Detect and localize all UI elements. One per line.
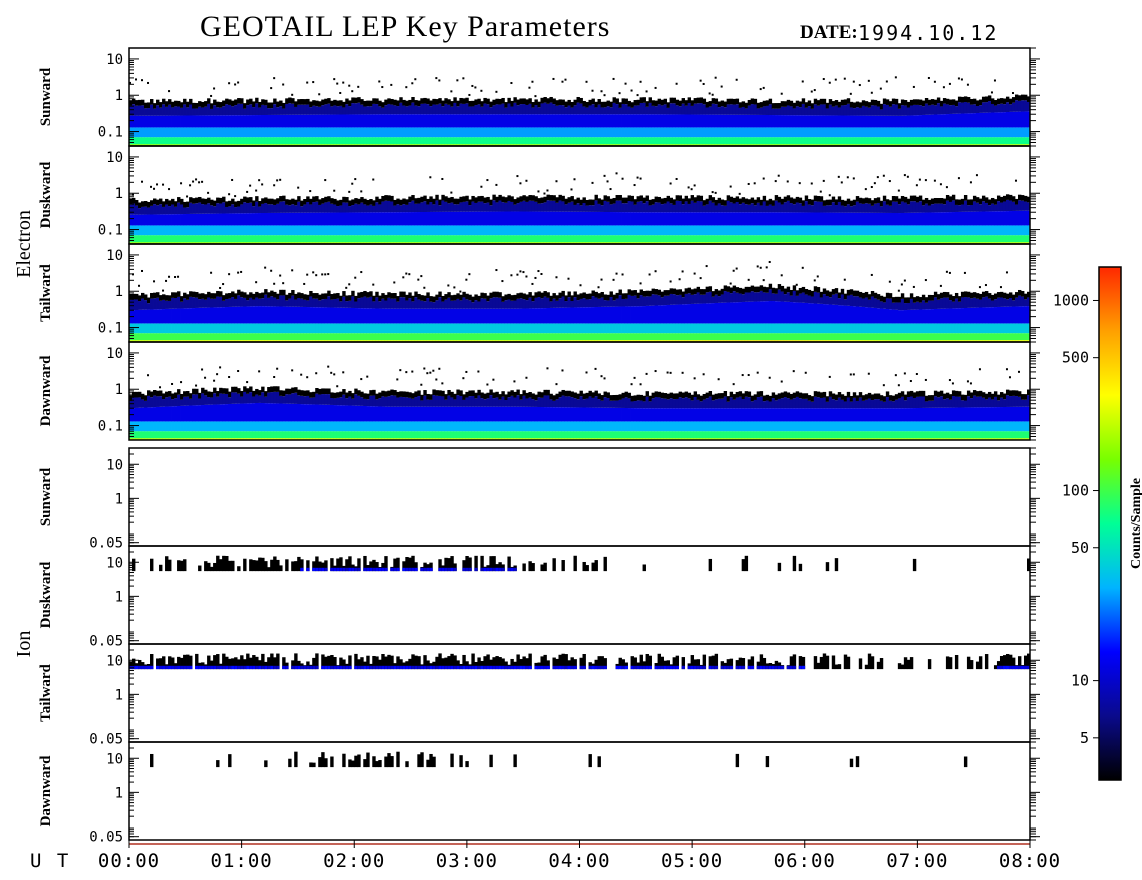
y-tick-label: 0.05 bbox=[89, 634, 123, 650]
heatmap-panel-electron-tailward bbox=[129, 260, 1031, 342]
x-tick-label: 02:00 bbox=[323, 850, 385, 872]
page-title: GEOTAIL LEP Key Parameters bbox=[200, 10, 611, 43]
panel-label-sunward: Sunward bbox=[38, 467, 54, 526]
colorbar bbox=[1098, 266, 1122, 781]
colorbar-label: Counts/Sample bbox=[1129, 478, 1142, 569]
panel-label-dawnward: Dawnward bbox=[38, 755, 54, 826]
y-tick-label: 0.05 bbox=[89, 536, 123, 552]
x-tick-label: 00:00 bbox=[98, 850, 160, 872]
heatmap-panel-electron-duskward bbox=[129, 172, 1031, 244]
colorbar-tick-label: 1000 bbox=[1053, 291, 1089, 309]
panel-label-dawnward: Dawnward bbox=[38, 355, 54, 426]
y-tick-label: 0.1 bbox=[98, 419, 123, 435]
y-tick-label: 1 bbox=[115, 785, 123, 801]
y-tick-label: 10 bbox=[106, 346, 123, 362]
y-tick-label: 10 bbox=[106, 457, 123, 473]
group-label-electron: Electron bbox=[13, 210, 35, 278]
y-tick-label: 0.05 bbox=[89, 830, 123, 846]
x-tick-label: 07:00 bbox=[886, 850, 948, 872]
y-tick-label: 10 bbox=[106, 248, 123, 264]
y-tick-label: 10 bbox=[106, 653, 123, 669]
panel-frame bbox=[128, 741, 1031, 841]
y-tick-label: 1 bbox=[115, 186, 123, 202]
x-tick-label: 03:00 bbox=[436, 850, 498, 872]
x-tick-label: 06:00 bbox=[774, 850, 836, 872]
colorbar-tick-label: 100 bbox=[1062, 482, 1089, 500]
x-tick-label: 05:00 bbox=[661, 850, 723, 872]
x-tick-label: 01:00 bbox=[211, 850, 273, 872]
colorbar-tick-label: 500 bbox=[1062, 349, 1089, 367]
y-tick-label: 10 bbox=[106, 52, 123, 68]
y-tick-label: 1 bbox=[115, 382, 123, 398]
heatmap-panel-ion-tailward bbox=[129, 653, 1031, 670]
colorbar-tick-label: 5 bbox=[1080, 729, 1089, 747]
y-tick-label: 1 bbox=[115, 687, 123, 703]
heatmap-panel-ion-dawnward bbox=[150, 751, 968, 768]
heatmap-panel-electron-sunward bbox=[129, 76, 1031, 146]
y-tick-label: 1 bbox=[115, 88, 123, 104]
y-tick-label: 0.1 bbox=[98, 223, 123, 239]
panel-frame bbox=[128, 447, 1031, 547]
date-label: DATE: bbox=[800, 22, 858, 43]
y-tick-label: 1 bbox=[115, 491, 123, 507]
panel-label-duskward: Duskward bbox=[38, 161, 54, 228]
colorbar-tick-label: 10 bbox=[1071, 672, 1089, 690]
y-tick-label: 0.05 bbox=[89, 732, 123, 748]
y-tick-label: 10 bbox=[106, 751, 123, 767]
panel-label-tailward: Tailward bbox=[38, 663, 54, 721]
y-tick-label: 10 bbox=[106, 150, 123, 166]
y-tick-label: 10 bbox=[106, 555, 123, 571]
y-tick-label: 0.1 bbox=[98, 321, 123, 337]
x-tick-label: 08:00 bbox=[999, 850, 1061, 872]
y-tick-label: 1 bbox=[115, 284, 123, 300]
colorbar-tick-label: 50 bbox=[1071, 539, 1089, 557]
panel-label-sunward: Sunward bbox=[38, 67, 54, 126]
group-label-ion: Ion bbox=[13, 631, 35, 658]
panel-label-duskward: Duskward bbox=[38, 561, 54, 628]
y-tick-label: 1 bbox=[115, 589, 123, 605]
heatmap-panel-ion-duskward bbox=[132, 555, 1031, 572]
x-tick-label: 04:00 bbox=[548, 850, 610, 872]
date-value: 1994.10.12 bbox=[858, 21, 999, 45]
y-tick-label: 0.1 bbox=[98, 125, 123, 141]
panel-label-tailward: Tailward bbox=[38, 263, 54, 321]
heatmap-panel-electron-dawnward bbox=[129, 365, 1031, 440]
x-axis-label: U T bbox=[30, 850, 70, 872]
